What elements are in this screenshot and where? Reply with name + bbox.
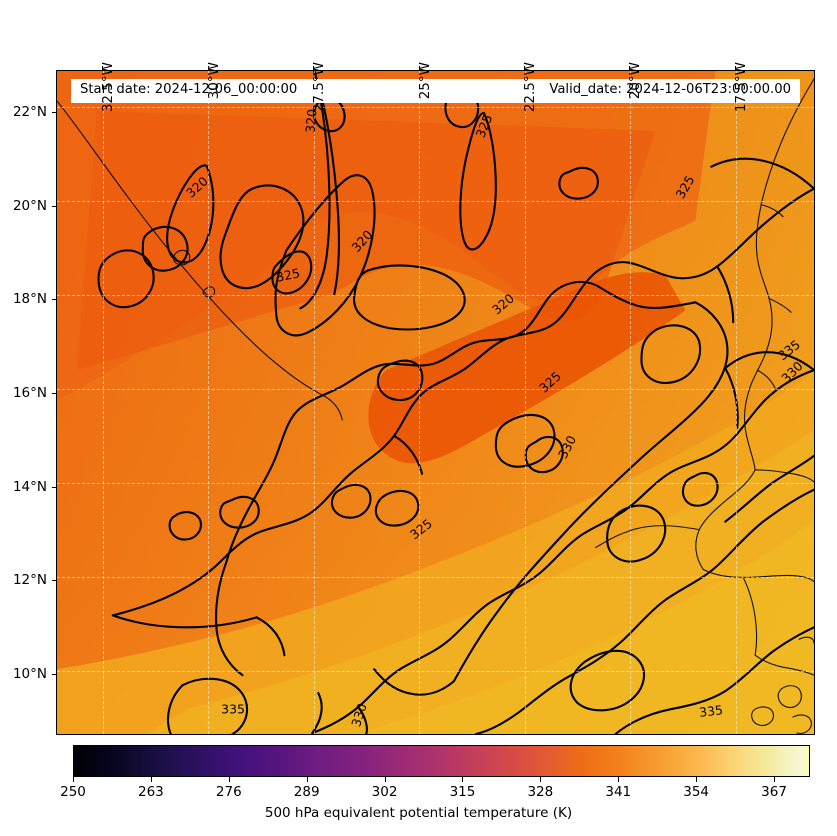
colorbar-tickmark — [73, 777, 74, 782]
lat-tick-label: 14°N — [12, 478, 47, 495]
contour-label: 335 — [698, 701, 725, 720]
lon-tick-label: 30°W — [205, 62, 222, 100]
colorbar-tick-label: 250 — [60, 784, 86, 800]
lat-tickmark — [52, 299, 56, 301]
lon-tick-label: 17.5°W — [732, 62, 749, 113]
lon-tickmark — [102, 66, 104, 70]
start-date-label: Start date: 2024-12-06_00:00:00 — [80, 82, 298, 97]
lat-tick-label: 20°N — [12, 197, 47, 214]
lat-tickmark — [52, 674, 56, 676]
lat-tickmark — [52, 205, 56, 207]
map-axes[interactable]: 320 320 320 320 325 325 325 325 325 330 330 330 335 3… — [56, 70, 815, 735]
colorbar-tick-label: 302 — [371, 784, 398, 800]
colorbar-tickmark — [618, 777, 620, 782]
lat-tickmark — [52, 393, 56, 395]
lon-tickmark — [207, 66, 209, 70]
valid-date-label: Valid_date: 2024-12-06T23:00:00.00 — [549, 82, 791, 97]
colorbar-tickmark — [540, 777, 542, 782]
colorbar-tick-label: 367 — [761, 784, 787, 800]
lon-tickmark — [418, 66, 420, 70]
lat-tickmark — [52, 112, 56, 114]
lon-tickmark — [524, 66, 526, 70]
lon-tick-label: 32.5°W — [100, 62, 117, 113]
colorbar-tickmark — [150, 777, 152, 782]
colorbar-tickmark — [384, 777, 386, 782]
colorbar-tick-label: 328 — [527, 784, 554, 800]
date-banner: Start date: 2024-12-06_00:00:00 Valid_da… — [71, 79, 800, 103]
colorbar-tick-label: 263 — [138, 784, 164, 800]
lon-tickmark — [313, 66, 315, 70]
lat-tick-label: 12°N — [12, 572, 47, 589]
colorbar-label: 500 hPa equivalent potential temperature… — [264, 805, 573, 821]
lat-tick-label: 22°N — [12, 104, 47, 121]
colorbar-tick-label: 289 — [293, 784, 320, 800]
colorbar-tickmark — [696, 777, 698, 782]
colorbar-gradient — [73, 745, 810, 777]
lon-tickmark — [734, 66, 736, 70]
lon-tick-label: 20°W — [627, 62, 644, 100]
colorbar[interactable] — [73, 745, 810, 777]
lat-tick-label: 10°N — [12, 666, 47, 683]
colorbar-tickmark — [774, 777, 776, 782]
colorbar-tickmark — [228, 777, 230, 782]
colorbar-tickmark — [306, 777, 308, 782]
lat-tickmark — [52, 486, 56, 488]
lon-tickmark — [629, 66, 631, 70]
lat-tickmark — [52, 580, 56, 582]
colorbar-tickmark — [462, 777, 464, 782]
equivalent-potential-temperature-field — [57, 71, 814, 734]
lat-tick-label: 18°N — [12, 291, 47, 308]
lon-tick-label: 22.5°W — [522, 62, 539, 113]
colorbar-tick-label: 315 — [449, 784, 476, 800]
colorbar-tick-label: 341 — [605, 784, 632, 800]
lat-tick-label: 16°N — [12, 385, 47, 402]
contour-label: 335 — [221, 701, 246, 717]
colorbar-tick-label: 276 — [215, 784, 242, 800]
lon-tick-label: 27.5°W — [311, 62, 328, 113]
lon-tick-label: 25°W — [416, 62, 433, 100]
colorbar-tick-label: 354 — [683, 784, 710, 800]
